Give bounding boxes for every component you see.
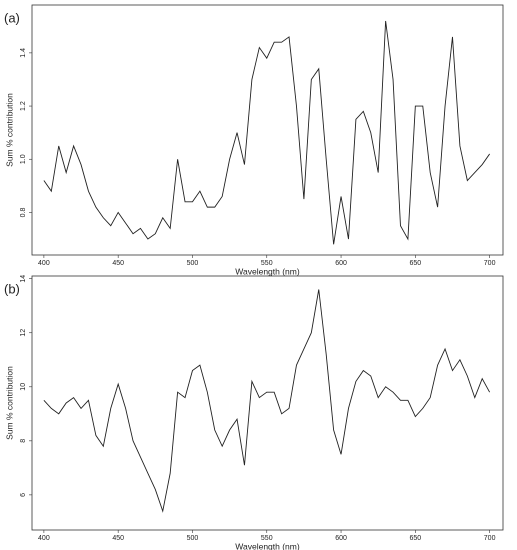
panel-label: (b) <box>4 281 20 296</box>
x-axis-label: Wavelength (nm) <box>235 541 300 550</box>
x-tick-label: 600 <box>335 535 347 542</box>
y-tick-label: 8 <box>20 439 27 443</box>
x-tick-label: 450 <box>112 260 124 267</box>
y-tick-label: 1.2 <box>20 101 27 111</box>
x-tick-label: 650 <box>409 260 421 267</box>
y-tick-label: 1.0 <box>20 154 27 164</box>
y-axis-label: Sum % contribution <box>4 366 14 440</box>
data-line <box>43 289 491 513</box>
x-tick-label: 550 <box>261 260 273 267</box>
x-tick-label: 400 <box>38 535 50 542</box>
x-tick-label: 500 <box>187 535 199 542</box>
y-tick-label: 14 <box>20 275 27 283</box>
y-tick-label: 0.8 <box>20 207 27 217</box>
plot-frame <box>31 4 504 256</box>
y-tick-label: 1.4 <box>20 48 27 58</box>
y-tick-label: 10 <box>20 383 27 391</box>
x-tick-label: 600 <box>335 260 347 267</box>
x-tick-label: 550 <box>261 535 273 542</box>
x-tick-label: 400 <box>38 260 50 267</box>
plot-frame <box>31 275 504 531</box>
x-axis-label: Wavelength (nm) <box>235 266 300 276</box>
data-line <box>43 20 490 245</box>
y-tick-label: 6 <box>20 493 27 497</box>
y-tick-label: 12 <box>20 329 27 337</box>
x-tick-label: 700 <box>484 535 496 542</box>
x-tick-label: 450 <box>112 535 124 542</box>
panel-label: (a) <box>4 10 20 25</box>
x-tick-label: 500 <box>187 260 199 267</box>
x-tick-label: 650 <box>409 535 421 542</box>
y-axis-label: Sum % contribution <box>4 93 14 167</box>
x-tick-label: 700 <box>484 260 496 267</box>
